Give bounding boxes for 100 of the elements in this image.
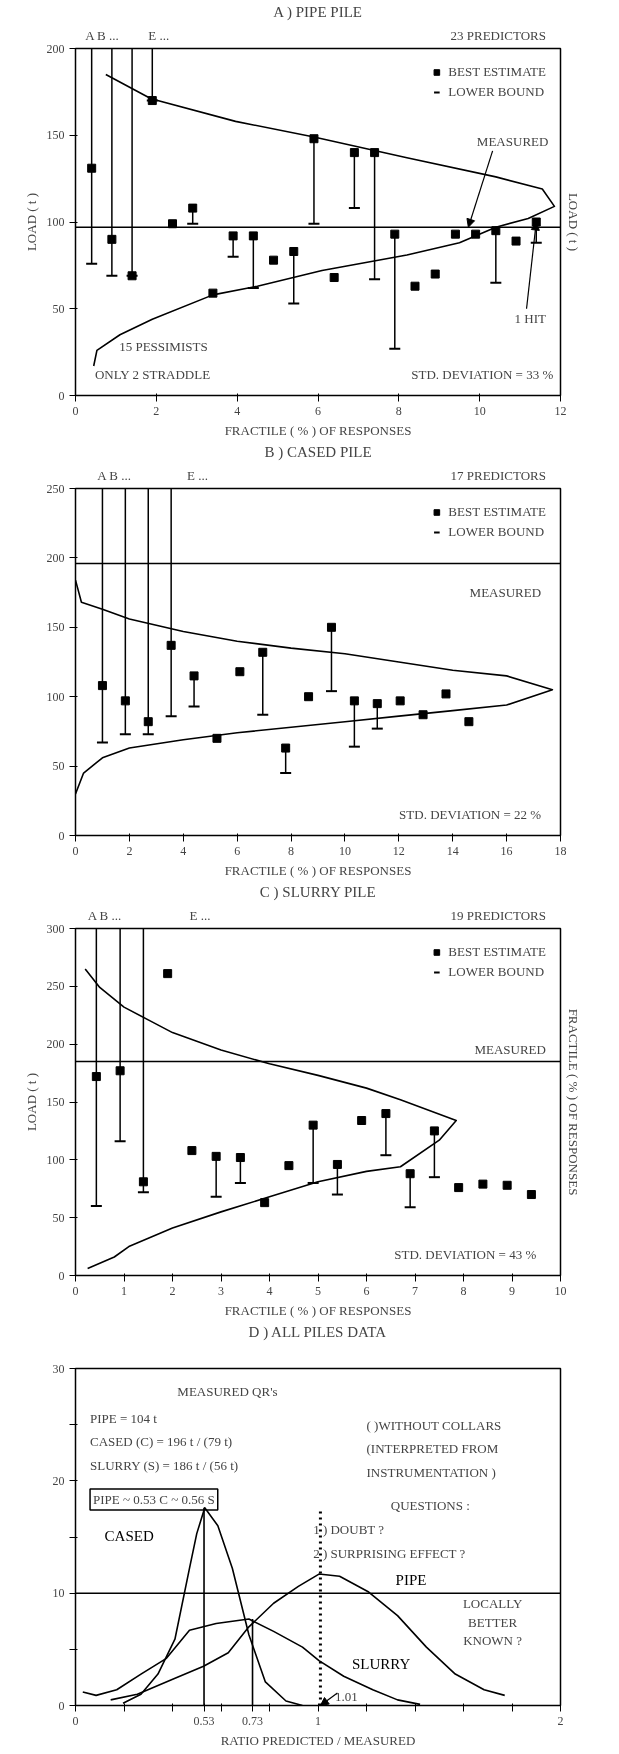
y-tick-label: 0	[58, 1698, 65, 1713]
y-tick-label: 200	[46, 41, 65, 56]
text: E ...	[189, 908, 211, 924]
x-tick-label: 6	[234, 843, 241, 858]
annotation: CASED (C) = 196 t / (79 t)	[90, 1434, 233, 1450]
text: A B ...	[97, 468, 131, 484]
ref-line-label: MEASURED	[469, 584, 542, 600]
text: 19 PREDICTORS	[450, 908, 546, 924]
x-tick-label: 2	[557, 1713, 564, 1728]
x-tick-label: 8	[288, 843, 295, 858]
y-tick-label: 30	[52, 1361, 65, 1376]
x-tick-label: 14	[446, 843, 459, 858]
x-tick-label: 9	[509, 1283, 515, 1298]
annotation: MEASURED QR's	[177, 1383, 278, 1399]
y-tick-label: 200	[46, 550, 65, 565]
text: E ...	[148, 28, 170, 44]
chart-title: B ) CASED PILE	[264, 443, 372, 461]
annotation: 15 PESSIMISTS	[119, 338, 208, 354]
chart-title: D ) ALL PILES DATA	[248, 1323, 387, 1341]
y-axis-title: LOAD ( t )	[23, 192, 39, 252]
x-axis-title: RATIO PREDICTED / MEASURED	[220, 1732, 416, 1748]
x-tick-label: 7	[412, 1283, 418, 1298]
x-axis-title: FRACTILE ( % ) OF RESPONSES	[224, 862, 412, 878]
x-tick-label: 18	[554, 843, 567, 858]
annotation: STD. DEVIATION = 22 %	[399, 806, 542, 822]
x-tick-label: 10	[338, 843, 351, 858]
legend-label: CASED	[104, 1527, 154, 1544]
annotation: STD. DEVIATION = 43 %	[394, 1246, 537, 1262]
y-tick-label: 10	[52, 1586, 65, 1601]
y-tick-label: 150	[46, 128, 65, 143]
x-tick-label: 10	[554, 1283, 567, 1298]
x-tick-label: 1	[121, 1283, 127, 1298]
y-tick-label: 300	[46, 921, 65, 936]
x-tick-label: 4	[266, 1283, 273, 1298]
legend-label: BEST ESTIMATE	[448, 944, 546, 960]
y-tick-label: 0	[58, 388, 65, 403]
x-tick-label: 2	[169, 1283, 176, 1298]
text: 23 PREDICTORS	[450, 28, 546, 44]
y-tick-label: 150	[46, 1095, 65, 1109]
ref-line-label: MEASURED	[474, 1041, 546, 1057]
series-label: PIPE	[395, 1571, 427, 1588]
annotation: 2 ) SURPRISING EFFECT ?	[313, 1545, 466, 1561]
y-tick-label: 0	[58, 1268, 65, 1283]
annotation: SLURRY (S) = 186 t / (56 t)	[90, 1457, 239, 1473]
annotation: 1 ) DOUBT ?	[313, 1522, 385, 1537]
y2-axis-title: FRACTILE ( % ) OF RESPONSES	[565, 1008, 581, 1196]
annotation: (INTERPRETED FROM	[366, 1441, 499, 1457]
x-tick-label: 5	[315, 1283, 321, 1298]
x-axis-title: FRACTILE ( % ) OF RESPONSES	[224, 422, 412, 438]
annotation: ONLY 2 STRADDLE	[94, 366, 211, 382]
x-tick-label: 12	[392, 843, 405, 858]
x-tick-label: 3	[218, 1283, 224, 1298]
text: A B ...	[87, 908, 122, 924]
annotation: PIPE = 104 t	[90, 1410, 158, 1426]
text: A B ...	[85, 28, 119, 44]
x-tick-label: 10	[473, 403, 486, 418]
y-tick-label: 100	[46, 215, 65, 229]
y-tick-label: 50	[52, 1210, 65, 1225]
y-tick-label: 250	[46, 979, 65, 994]
x-tick-label: 4	[234, 403, 241, 418]
annotation: LOCALLY	[462, 1596, 523, 1612]
annotation: INSTRUMENTATION )	[366, 1464, 496, 1480]
annotation: BETTER	[468, 1614, 518, 1630]
annotation: ( )WITHOUT COLLARS	[366, 1417, 502, 1433]
x-tick-label: 8	[395, 403, 402, 418]
annotation: 1.01	[334, 1689, 358, 1705]
y-tick-label: 100	[46, 1152, 65, 1167]
x-tick-label: 0	[72, 1283, 79, 1298]
y2-axis-title: LOAD ( t )	[565, 192, 581, 252]
y-tick-label: 50	[52, 301, 65, 316]
annotation: LOWER BOUND	[448, 84, 545, 100]
annotation: LOWER BOUND	[448, 964, 545, 980]
x-tick-label: 12	[554, 403, 567, 418]
series-label: SLURRY	[351, 1655, 411, 1672]
text: E ...	[187, 468, 208, 484]
text: 17 PREDICTORS	[450, 468, 546, 484]
x-axis-title: FRACTILE ( % ) OF RESPONSES	[224, 1302, 412, 1318]
x-tick-label: 4	[180, 843, 187, 858]
x-tick-label: 2	[126, 843, 133, 858]
x-tick-label: 0.73	[242, 1713, 264, 1728]
y-axis-title: LOAD ( t )	[23, 1072, 39, 1132]
x-tick-label: 0	[72, 1713, 79, 1728]
x-tick-label: 0.53	[193, 1713, 215, 1728]
legend-label: BEST ESTIMATE	[448, 64, 546, 80]
y-tick-label: 100	[46, 689, 65, 704]
y-tick-label: 20	[52, 1473, 65, 1488]
legend-label: BEST ESTIMATE	[448, 504, 546, 520]
annotation: KNOWN ?	[463, 1633, 523, 1649]
y-tick-label: 50	[52, 759, 65, 774]
x-tick-label: 6	[363, 1283, 370, 1298]
x-tick-label: 16	[500, 843, 513, 858]
annotation: 1 HIT	[514, 311, 547, 327]
x-tick-label: 2	[153, 403, 160, 418]
chart-title: C ) SLURRY PILE	[259, 883, 376, 901]
x-tick-label: 8	[460, 1283, 467, 1298]
annotation: QUESTIONS :	[390, 1498, 470, 1514]
annotation: PIPE ~ 0.53 C ~ 0.56 S	[93, 1492, 215, 1508]
x-tick-label: 0	[72, 843, 79, 858]
y-tick-label: 250	[46, 481, 65, 496]
y-tick-label: 150	[46, 620, 65, 635]
